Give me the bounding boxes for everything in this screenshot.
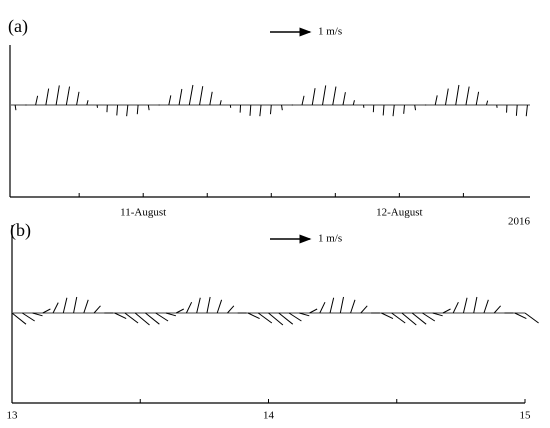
stick — [401, 312, 417, 326]
stick — [42, 308, 51, 314]
stick — [185, 301, 193, 314]
stick — [403, 104, 405, 114]
stick — [247, 312, 260, 320]
stick — [309, 308, 318, 314]
stick — [391, 312, 406, 324]
stick — [269, 104, 272, 115]
stick — [278, 312, 294, 325]
stick — [411, 312, 427, 325]
stick — [452, 301, 459, 314]
stick — [209, 91, 213, 106]
stick — [465, 86, 470, 106]
stick — [114, 312, 127, 320]
stick — [524, 312, 539, 324]
stick — [14, 104, 17, 111]
stick — [124, 312, 139, 324]
stick — [352, 100, 355, 106]
stick — [249, 104, 252, 116]
stick — [136, 104, 139, 115]
stick — [339, 296, 345, 314]
stick — [381, 312, 394, 320]
stick — [145, 312, 160, 325]
stick — [199, 86, 204, 106]
stick — [86, 100, 89, 106]
stick — [206, 296, 211, 314]
stick — [55, 85, 60, 106]
stick — [219, 100, 222, 106]
stick — [514, 312, 527, 320]
stick — [360, 305, 368, 314]
stick — [311, 88, 316, 106]
x-tick-label: 11-August — [120, 207, 166, 219]
stick — [168, 95, 172, 106]
stick — [268, 312, 284, 326]
stick — [475, 91, 480, 106]
x-tick-label: 15 — [520, 410, 532, 422]
stick — [259, 104, 262, 117]
stick — [257, 312, 273, 324]
stick — [434, 95, 438, 106]
stick — [382, 104, 385, 116]
stick — [444, 88, 449, 106]
stick — [93, 305, 101, 314]
stick — [155, 312, 169, 322]
stick — [493, 305, 501, 314]
stick — [73, 296, 78, 314]
stick — [485, 100, 489, 106]
stick — [165, 312, 177, 317]
stick — [299, 312, 310, 317]
panel-label: (b) — [10, 220, 31, 241]
stick — [329, 297, 335, 314]
stick — [65, 86, 71, 106]
stick — [134, 312, 150, 326]
stick — [332, 86, 337, 106]
reference-label: 1 m/s — [318, 26, 342, 38]
stick — [52, 302, 59, 314]
stick — [188, 84, 194, 106]
x-tick-label: 13 — [7, 410, 19, 422]
stick — [473, 296, 478, 314]
stick — [422, 312, 436, 322]
stick — [515, 104, 518, 116]
panel-label: (a) — [8, 16, 28, 37]
stick — [196, 297, 201, 314]
stick — [76, 91, 80, 106]
stick — [11, 312, 27, 325]
stick — [35, 95, 39, 106]
stick — [455, 84, 460, 106]
stick — [126, 104, 129, 117]
stick — [83, 299, 89, 314]
stick — [525, 104, 528, 117]
stick — [301, 95, 305, 106]
reference-label: 1 m/s — [318, 233, 342, 245]
stick — [288, 312, 302, 322]
stick — [319, 301, 326, 314]
stick — [414, 104, 417, 111]
stick — [116, 104, 119, 116]
stick — [322, 85, 327, 106]
stick — [62, 297, 68, 314]
stick — [178, 88, 183, 106]
x-tick-label: 12-August — [376, 207, 422, 219]
stick — [147, 104, 150, 111]
stick — [442, 308, 451, 314]
stick — [216, 299, 223, 314]
stick — [21, 312, 35, 322]
stick — [483, 299, 489, 314]
stick — [281, 104, 283, 111]
stick — [350, 299, 356, 314]
stick — [32, 312, 43, 317]
stick — [342, 92, 346, 106]
year-label: 2016 — [508, 216, 531, 228]
stick — [462, 297, 468, 314]
stick — [227, 305, 235, 314]
stick — [45, 88, 50, 106]
stick — [432, 312, 443, 317]
x-tick-label: 14 — [263, 410, 275, 422]
stick — [392, 104, 395, 117]
stick — [175, 308, 184, 314]
